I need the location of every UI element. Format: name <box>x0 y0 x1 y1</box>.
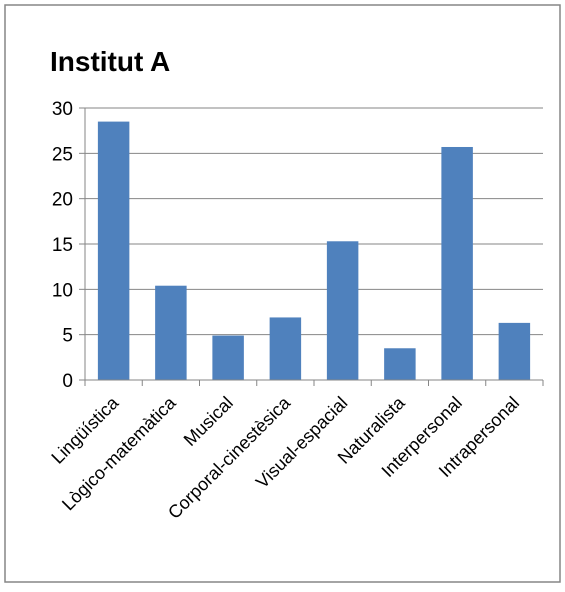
chart-title: Institut A <box>50 46 170 77</box>
bars <box>97 121 531 380</box>
bar-6 <box>441 146 473 380</box>
y-tick-label: 30 <box>52 99 73 120</box>
bar-7 <box>498 322 531 380</box>
bar-0 <box>97 121 130 380</box>
bar-4 <box>326 241 359 380</box>
y-tick-label: 10 <box>52 280 73 301</box>
bar-1 <box>155 285 187 380</box>
y-axis-ticks: 0 5 10 15 20 25 30 <box>52 99 86 392</box>
y-tick-label: 15 <box>52 235 73 256</box>
y-tick-label: 20 <box>52 190 73 211</box>
y-tick-label: 25 <box>52 144 73 165</box>
bar-3 <box>269 317 302 380</box>
y-tick-label: 0 <box>62 371 73 392</box>
bar-5 <box>384 348 416 380</box>
y-tick-label: 5 <box>62 326 73 347</box>
bar-2 <box>212 335 244 380</box>
